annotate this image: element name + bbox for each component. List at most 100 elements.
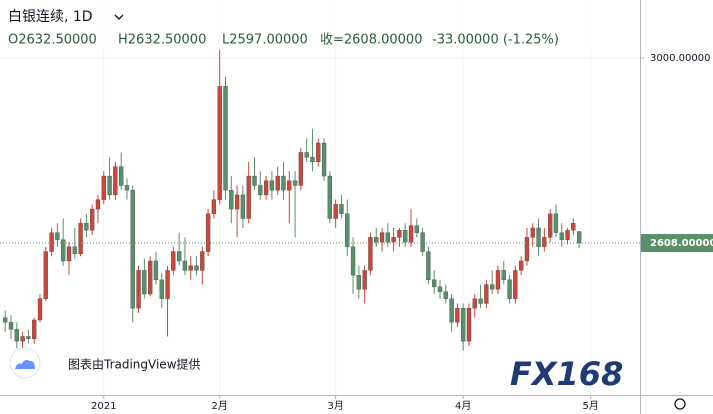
- candle-body: [3, 317, 8, 323]
- candle-body: [449, 298, 454, 323]
- chart-title[interactable]: 白银连续, 1D: [8, 8, 93, 25]
- candle-body: [84, 223, 89, 231]
- candle-body: [385, 232, 390, 243]
- candle-body: [66, 246, 72, 262]
- candle-body: [153, 260, 159, 281]
- candle-body: [20, 336, 25, 342]
- candle-body: [472, 298, 477, 309]
- candle-body: [559, 232, 564, 240]
- candle-body: [513, 270, 518, 299]
- candle-body: [478, 298, 483, 304]
- candle-body: [61, 239, 66, 262]
- candle-body: [37, 298, 43, 321]
- candle-body: [374, 237, 379, 243]
- candle-body: [345, 213, 350, 247]
- candle-body: [490, 284, 495, 290]
- candle-body: [217, 86, 222, 200]
- candle-body: [466, 308, 472, 342]
- candle-body: [287, 180, 292, 191]
- candle-body: [397, 230, 402, 238]
- watermark[interactable]: 图表由TradingView提供: [68, 357, 201, 372]
- candle-body: [113, 166, 118, 196]
- candle-body: [304, 152, 309, 158]
- candle-body: [171, 251, 176, 271]
- tv-cloud-icon: [15, 360, 35, 369]
- candle-body: [159, 279, 164, 299]
- candle-body: [356, 274, 361, 290]
- candle-body: [78, 223, 83, 255]
- ohlc-legend-item: L2597.00000: [222, 33, 308, 48]
- candle-body: [437, 286, 443, 292]
- ohlc-legend-item: H2632.50000: [118, 33, 206, 48]
- candle-body: [101, 175, 106, 200]
- candle-body: [95, 199, 101, 210]
- candle-body: [229, 190, 234, 210]
- candle-body: [72, 246, 77, 255]
- candle-body: [565, 230, 570, 240]
- last-price-label: 2608.00000: [650, 238, 713, 249]
- candle-body: [298, 152, 304, 186]
- candle-body: [142, 270, 147, 295]
- candle-body: [211, 199, 217, 214]
- candle-body: [55, 232, 60, 240]
- candle-body: [246, 175, 251, 219]
- candle-body: [194, 265, 199, 271]
- candle-body: [426, 251, 431, 281]
- candle-body: [524, 237, 530, 262]
- candle-body: [49, 232, 54, 252]
- y-tick-label: 3000.00000: [650, 53, 710, 64]
- candle-body: [455, 308, 460, 323]
- candle-body: [316, 142, 321, 163]
- candle-body: [263, 180, 269, 196]
- x-tick-label: 3月: [327, 400, 343, 412]
- candle-body: [321, 142, 327, 177]
- candle-body: [553, 213, 559, 233]
- candle-body: [571, 223, 576, 231]
- candle-body: [501, 270, 506, 281]
- candle-body: [32, 319, 37, 339]
- candle-body: [432, 279, 437, 288]
- candle-body: [240, 194, 246, 219]
- candle-body: [223, 86, 228, 191]
- candle-body: [536, 227, 541, 247]
- candle-body: [252, 175, 257, 186]
- candle-body: [188, 265, 193, 271]
- candle-body: [362, 270, 367, 290]
- candle-body: [461, 308, 466, 342]
- settings-icon[interactable]: [674, 398, 686, 410]
- candle-body: [292, 180, 298, 186]
- candle-body: [205, 213, 211, 252]
- candle-body: [519, 260, 524, 271]
- last-price-box: [641, 234, 713, 253]
- candle-body: [507, 279, 512, 299]
- header-bg: [0, 0, 600, 50]
- candle-body: [124, 185, 130, 191]
- x-tick-label: 2021: [91, 401, 116, 412]
- candle-body: [576, 231, 582, 244]
- candle-body: [403, 230, 408, 243]
- candle-body: [147, 260, 153, 295]
- candle-body: [530, 227, 535, 238]
- candle-body: [495, 270, 501, 290]
- ohlc-legend-item: 收=2608.00000: [320, 33, 422, 48]
- candle-body: [327, 175, 333, 219]
- candle-body: [119, 166, 124, 186]
- candle-body: [350, 246, 356, 276]
- candle-body: [182, 260, 188, 271]
- candle-body: [310, 157, 315, 163]
- candle-body: [379, 232, 385, 243]
- candle-body: [547, 213, 553, 238]
- candle-body: [234, 194, 240, 210]
- x-tick-label: 5月: [583, 400, 599, 412]
- candle-body: [368, 237, 373, 271]
- candle-body: [90, 208, 95, 231]
- candle-body: [275, 175, 280, 191]
- candle-body: [414, 225, 419, 233]
- candle-body: [269, 180, 275, 191]
- interval-chevron[interactable]: [114, 14, 124, 20]
- x-tick-label: 4月: [455, 400, 471, 412]
- candle-body: [136, 270, 141, 309]
- x-tick-label: 2月: [212, 400, 228, 412]
